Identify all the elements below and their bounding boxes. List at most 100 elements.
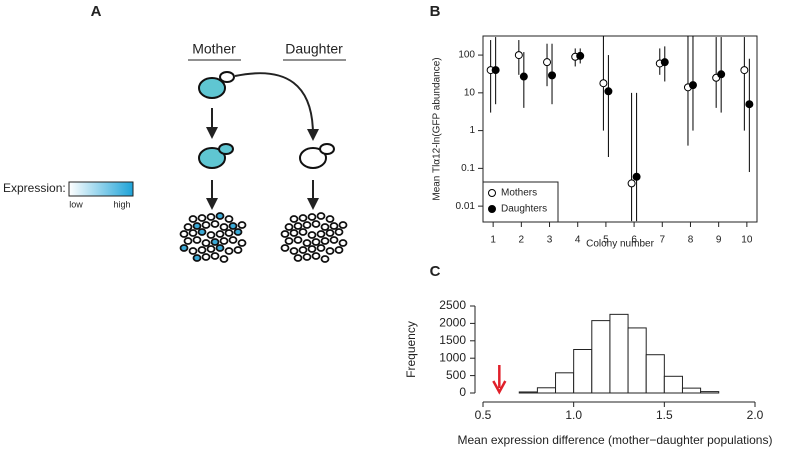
colony-cell bbox=[215, 244, 225, 252]
y-tick-label: 2000 bbox=[439, 316, 466, 330]
colony-cell bbox=[228, 222, 238, 230]
colony-cell bbox=[320, 223, 330, 231]
colony-cell bbox=[197, 246, 207, 254]
histogram-bar bbox=[609, 313, 629, 394]
x-tick-label: 2 bbox=[519, 235, 525, 246]
colony-cell bbox=[192, 222, 202, 230]
point bbox=[576, 51, 585, 60]
colony-cell bbox=[224, 229, 234, 237]
histogram-bar bbox=[555, 372, 575, 394]
colony-cell bbox=[206, 231, 216, 239]
legend-marker bbox=[488, 189, 496, 197]
colony-cell bbox=[293, 254, 303, 262]
histogram-bar bbox=[627, 327, 647, 394]
high-label: high bbox=[113, 199, 130, 209]
colony-cell bbox=[237, 239, 247, 247]
colony-cell bbox=[215, 212, 225, 220]
colony-cell bbox=[325, 229, 335, 237]
colony-cell bbox=[183, 223, 193, 231]
colony-cell bbox=[237, 221, 247, 229]
x-tick-label: 0.5 bbox=[475, 408, 492, 422]
colony-cell bbox=[179, 230, 189, 238]
y-tick-label: 1500 bbox=[439, 333, 466, 347]
color-scale bbox=[68, 181, 134, 197]
colony-cell bbox=[316, 230, 326, 238]
colony-cell bbox=[219, 255, 229, 263]
colony-cell bbox=[298, 246, 308, 254]
point bbox=[740, 66, 749, 75]
expression-label: Expression: bbox=[3, 181, 66, 195]
colony-cell bbox=[307, 213, 317, 221]
colony-cell bbox=[188, 247, 198, 255]
colony-cell bbox=[280, 230, 290, 238]
colony-cell bbox=[329, 236, 339, 244]
colony-cell bbox=[334, 228, 344, 236]
colony-cell bbox=[338, 239, 348, 247]
x-tick-label: 3 bbox=[547, 235, 553, 246]
colony-cell bbox=[329, 222, 339, 230]
colony-cell bbox=[201, 239, 211, 247]
point bbox=[599, 79, 608, 88]
colony-cell bbox=[280, 244, 290, 252]
x-tick-label: 9 bbox=[716, 235, 722, 246]
colony-cell bbox=[201, 253, 211, 261]
daughter-label: Daughter bbox=[285, 41, 343, 57]
colony-cell bbox=[197, 214, 207, 222]
colony-cell bbox=[183, 237, 193, 245]
y-tick-label: 10 bbox=[464, 87, 476, 98]
colony-cell bbox=[298, 214, 308, 222]
x-tick-label: 10 bbox=[741, 235, 753, 246]
colony-cell bbox=[284, 237, 294, 245]
legend-frame bbox=[482, 181, 559, 223]
y-tick-label: 0.1 bbox=[461, 163, 475, 174]
colony-cell bbox=[188, 229, 198, 237]
x-tick-label: 7 bbox=[660, 235, 666, 246]
x-axis-label: Mean expression difference (mother−daugh… bbox=[458, 433, 773, 447]
histogram-bar bbox=[663, 375, 683, 394]
colony-cell bbox=[320, 255, 330, 263]
cell bbox=[198, 77, 226, 99]
panel-label: A bbox=[91, 3, 102, 20]
colony-cell bbox=[302, 239, 312, 247]
y-tick-label: 1000 bbox=[439, 350, 466, 364]
histogram-bar bbox=[573, 349, 593, 394]
observed-arrowhead bbox=[492, 380, 507, 395]
point bbox=[543, 58, 552, 67]
colony-cell bbox=[206, 213, 216, 221]
colony-cell bbox=[228, 236, 238, 244]
colony-cell bbox=[210, 252, 220, 260]
point bbox=[745, 100, 754, 109]
colony-cell bbox=[219, 237, 229, 245]
colony-cell bbox=[192, 236, 202, 244]
point bbox=[548, 71, 557, 80]
legend-label: Daughters bbox=[501, 204, 547, 215]
colony-cell bbox=[307, 245, 317, 253]
colony-cell bbox=[311, 238, 321, 246]
bud bbox=[319, 143, 335, 155]
x-tick-label: 8 bbox=[688, 235, 694, 246]
x-axis-label: Colony number bbox=[586, 239, 654, 250]
point bbox=[688, 81, 697, 90]
colony-cell bbox=[289, 215, 299, 223]
legend-marker bbox=[488, 205, 496, 213]
diagram: Mother Daughter Expression: low high bbox=[3, 41, 348, 263]
colony-cell bbox=[293, 236, 303, 244]
colony-cell bbox=[311, 220, 321, 228]
histogram-bar bbox=[536, 387, 557, 394]
colony-cell bbox=[179, 244, 189, 252]
y-tick-label: 500 bbox=[446, 368, 466, 382]
colony-cell bbox=[201, 221, 211, 229]
point bbox=[660, 58, 669, 67]
colony-cell bbox=[293, 222, 303, 230]
point bbox=[632, 172, 641, 181]
x-tick-label: 1.5 bbox=[656, 408, 673, 422]
y-tick-label: 1 bbox=[469, 125, 475, 136]
x-tick-label: 1.0 bbox=[565, 408, 582, 422]
x-tick-label: 4 bbox=[575, 235, 581, 246]
colony-cell bbox=[334, 246, 344, 254]
panel-label: B bbox=[430, 3, 441, 20]
histogram-bar bbox=[645, 354, 665, 394]
y-tick-label: 2500 bbox=[439, 298, 466, 312]
colony-cell bbox=[206, 245, 216, 253]
